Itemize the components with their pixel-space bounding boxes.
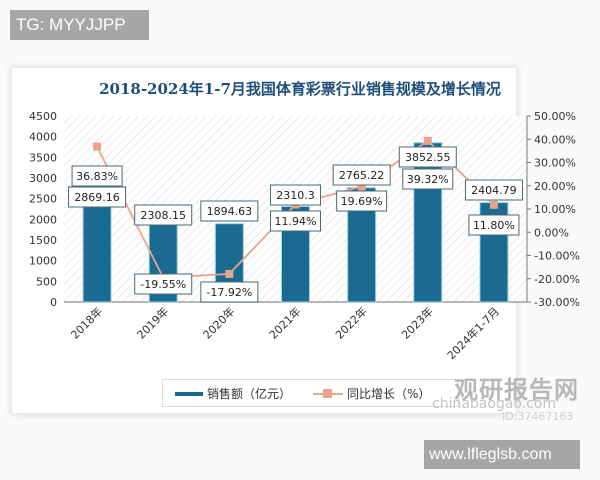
watermark-top: TG: MYYJJPP (10, 10, 149, 40)
data-label: 11.94% (275, 215, 317, 228)
x-axis-tick: 2021年 (266, 304, 303, 341)
right-axis-tick: 10.00% (534, 203, 576, 216)
legend-label-growth: 同比增长（%） (347, 387, 431, 401)
line-marker (225, 269, 234, 278)
left-axis-tick: 2000 (29, 213, 57, 226)
right-axis: -30.00% -20.00% -10.00% 0.00% 10.00% 20.00% 30… (526, 110, 580, 309)
left-axis-tick: 1500 (29, 234, 57, 247)
data-labels: 2869.16 2308.15 1894.63 2310.3 2765.22 3852.5… (68, 146, 523, 303)
data-label: 1894.63 (207, 205, 253, 218)
line-marker (357, 182, 366, 191)
watermark-bottom: www.lfleglsb.com (424, 440, 580, 469)
data-label: 2765.22 (339, 169, 385, 182)
data-label: 3852.55 (405, 151, 451, 164)
data-label: 36.83% (76, 170, 118, 183)
data-label: 2404.79 (471, 184, 517, 197)
legend-label-sales: 销售额（亿元） (207, 387, 292, 401)
x-axis-tick: 2023年 (398, 304, 435, 341)
left-axis-tick: 4000 (29, 131, 57, 144)
chart-legend: 销售额（亿元） 同比增长（%） (162, 379, 459, 407)
data-label: 2308.15 (140, 209, 186, 222)
legend-item-sales: 销售额（亿元） (175, 385, 291, 402)
data-label: 39.32% (407, 173, 449, 186)
left-axis-tick: 500 (36, 275, 57, 288)
left-axis: 0 500 1000 1500 2000 2500 3000 3500 4000 4500 (29, 110, 527, 309)
left-axis-tick: 3500 (29, 151, 57, 164)
x-axis-tick: 2024年1-7月 (444, 304, 502, 362)
left-axis-tick: 4500 (29, 110, 57, 123)
chart-title: 2018-2024年1-7月我国体育彩票行业销售规模及增长情况 (99, 80, 501, 98)
logo-text-cn: 观研报告网 (454, 376, 579, 404)
bar-swatch-icon (175, 391, 203, 396)
line-marker-swatch-icon (313, 388, 343, 398)
right-axis-tick: -30.00% (534, 296, 580, 309)
data-label: -17.92% (206, 286, 252, 299)
right-axis-tick: -20.00% (534, 273, 580, 286)
right-axis-tick: 20.00% (534, 180, 576, 193)
left-axis-tick: 1000 (29, 255, 57, 268)
x-axis-tick: 2019年 (134, 304, 171, 341)
x-axis-tick: 2022年 (332, 304, 369, 341)
right-axis-tick: 40.00% (534, 133, 576, 146)
logo-id: ID:37467163 (502, 410, 574, 423)
line-marker (93, 142, 102, 151)
data-label: 2869.16 (74, 191, 120, 204)
x-axis-labels: 2018年 2019年 2020年 2021年 2022年 2023年 2024年1-7月 (68, 304, 502, 362)
legend-item-growth: 同比增长（%） (313, 385, 430, 402)
line-marker (423, 136, 432, 145)
right-axis-tick: 30.00% (534, 157, 576, 170)
data-label: 11.80% (473, 219, 515, 232)
right-axis-tick: -10.00% (534, 250, 580, 263)
left-axis-tick: 2500 (29, 193, 57, 206)
x-axis-tick: 2018年 (68, 304, 105, 341)
data-label: 2310.3 (276, 189, 315, 202)
right-axis-tick: 50.00% (534, 110, 576, 123)
x-axis-tick: 2020年 (200, 304, 237, 341)
left-axis-tick: 0 (50, 296, 57, 309)
logo-text-en: chinabaogao.com (432, 396, 557, 412)
data-label: -19.55% (140, 278, 186, 291)
data-label: 19.69% (341, 195, 383, 208)
right-axis-tick: 0.00% (534, 226, 569, 239)
line-marker (489, 200, 498, 209)
left-axis-tick: 3000 (29, 172, 57, 185)
